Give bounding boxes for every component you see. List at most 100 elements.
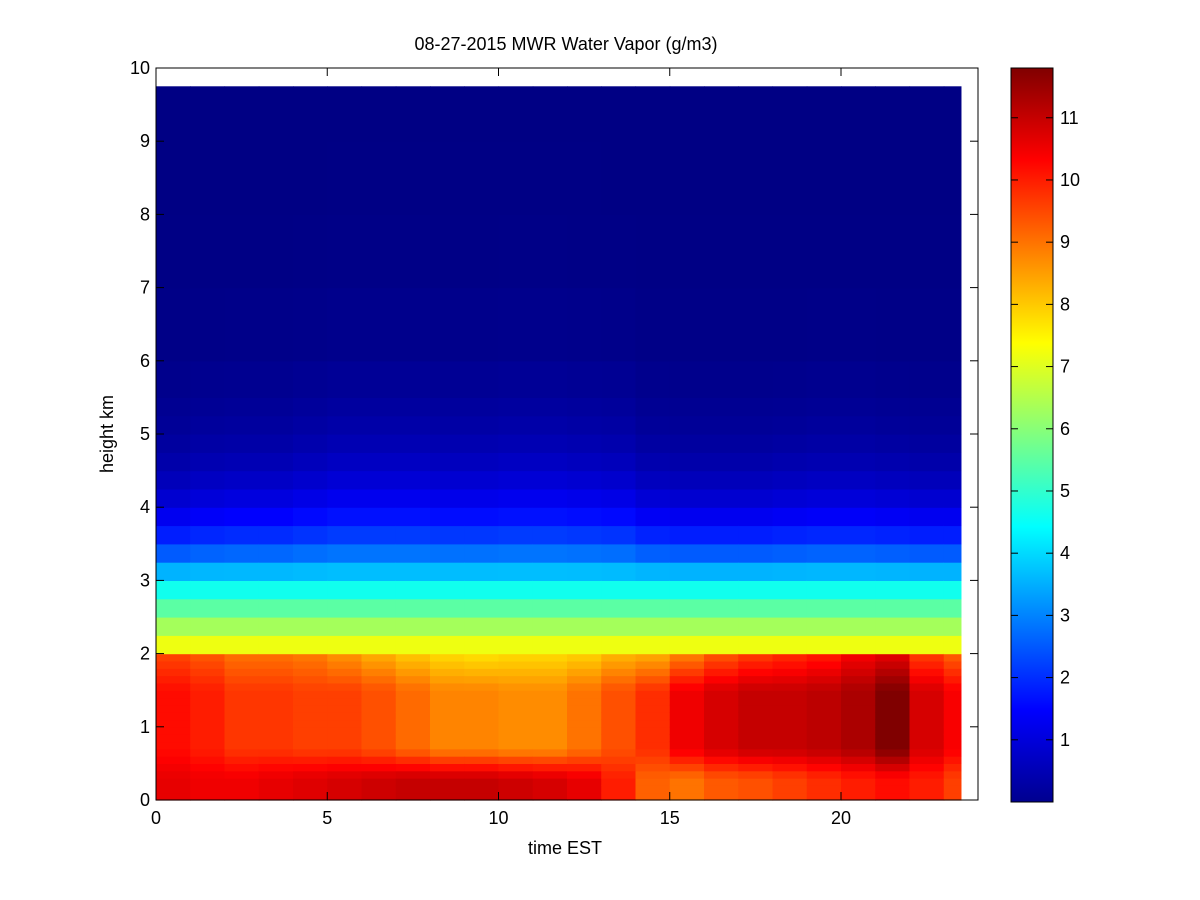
heatmap-cell <box>567 543 602 563</box>
heatmap-cell <box>498 617 534 636</box>
heatmap-cell <box>943 141 962 215</box>
heatmap-cell <box>943 719 962 728</box>
heatmap-cell <box>669 543 705 563</box>
heatmap-cell <box>567 653 602 662</box>
heatmap-cell <box>738 719 774 728</box>
heatmap-cell <box>361 598 397 618</box>
heatmap-cell <box>224 726 260 735</box>
heatmap-cell <box>635 562 671 581</box>
x-tick-label: 0 <box>151 808 161 828</box>
heatmap-cell <box>875 792 911 801</box>
heatmap-cell <box>464 785 500 794</box>
heatmap-cell <box>875 756 911 764</box>
heatmap-cell <box>772 770 808 779</box>
heatmap-cell <box>875 726 911 735</box>
heatmap-cell <box>738 726 774 735</box>
heatmap-cell <box>464 598 500 618</box>
heatmap-cell <box>704 635 739 655</box>
heatmap-cell <box>806 778 842 786</box>
heatmap-cell <box>395 360 431 398</box>
heatmap-cell <box>498 756 534 764</box>
heatmap-cell <box>532 734 568 743</box>
heatmap-cell <box>875 562 911 581</box>
heatmap-cell <box>327 792 363 801</box>
heatmap-cell <box>395 741 431 750</box>
heatmap-cell <box>875 287 911 362</box>
heatmap-cell <box>327 434 363 453</box>
heatmap-cell <box>293 719 328 728</box>
heatmap-cell <box>156 635 191 655</box>
heatmap-cell <box>635 525 671 545</box>
heatmap-cell <box>943 748 962 757</box>
heatmap-cell <box>532 470 568 490</box>
heatmap-cell <box>669 726 705 735</box>
heatmap-cell <box>430 543 465 563</box>
heatmap-cell <box>430 598 465 618</box>
heatmap-cell <box>224 507 260 527</box>
heatmap-cell <box>806 668 842 677</box>
heatmap-cell <box>395 763 431 772</box>
heatmap-cell <box>943 704 962 713</box>
heatmap-cell <box>772 214 808 289</box>
heatmap-cell <box>156 756 191 764</box>
heatmap-cell <box>532 287 568 362</box>
heatmap-cell <box>430 580 465 600</box>
heatmap-cell <box>772 763 808 772</box>
heatmap-cell <box>224 653 260 662</box>
heatmap-cell <box>498 470 534 490</box>
heatmap-cell <box>841 763 876 772</box>
heatmap-cell <box>395 712 431 721</box>
heatmap-cell <box>498 668 534 677</box>
heatmap-cell <box>395 562 431 581</box>
heatmap-cell <box>635 763 671 772</box>
heatmap-cell <box>806 415 842 435</box>
heatmap-cell <box>532 690 568 699</box>
heatmap-cell <box>395 507 431 527</box>
heatmap-cell <box>430 660 465 669</box>
heatmap-cell <box>841 726 876 735</box>
y-tick-label: 2 <box>140 644 150 664</box>
heatmap-cell <box>704 785 739 794</box>
heatmap-cell <box>669 660 705 669</box>
heatmap-cell <box>806 697 842 706</box>
heatmap-cell <box>943 598 962 618</box>
heatmap-cell <box>361 668 397 677</box>
heatmap-cell <box>395 525 431 545</box>
heatmap-cell <box>361 397 397 417</box>
heatmap-cell <box>909 525 945 545</box>
heatmap-cell <box>909 726 945 735</box>
heatmap-cell <box>909 360 945 398</box>
heatmap-cell <box>909 668 945 677</box>
heatmap-cell <box>909 617 945 636</box>
heatmap-cell <box>498 86 534 142</box>
heatmap-cell <box>395 675 431 684</box>
heatmap-cell <box>635 653 671 662</box>
heatmap-cell <box>190 697 226 706</box>
heatmap-cell <box>224 86 260 142</box>
heatmap-cell <box>224 360 260 398</box>
heatmap-cell <box>704 434 739 453</box>
heatmap-cell <box>156 452 191 472</box>
heatmap-cell <box>190 360 226 398</box>
heatmap-cell <box>806 660 842 669</box>
heatmap-cell <box>567 734 602 743</box>
heatmap-cell <box>772 726 808 735</box>
heatmap-cell <box>601 525 637 545</box>
heatmap-cell <box>361 741 397 750</box>
heatmap-cell <box>293 704 328 713</box>
heatmap-cell <box>841 415 876 435</box>
heatmap-cell <box>532 488 568 508</box>
heatmap-cell <box>156 580 191 600</box>
heatmap-cell <box>293 756 328 764</box>
heatmap-cell <box>464 562 500 581</box>
y-tick-label: 10 <box>130 58 150 78</box>
heatmap-cell <box>635 214 671 289</box>
heatmap-cell <box>669 580 705 600</box>
heatmap-cell <box>669 748 705 757</box>
heatmap-cell <box>258 712 294 721</box>
heatmap-cell <box>772 734 808 743</box>
heatmap-cell <box>875 668 911 677</box>
heatmap-cell <box>258 704 294 713</box>
heatmap-cell <box>293 598 328 618</box>
heatmap-cell <box>498 434 534 453</box>
